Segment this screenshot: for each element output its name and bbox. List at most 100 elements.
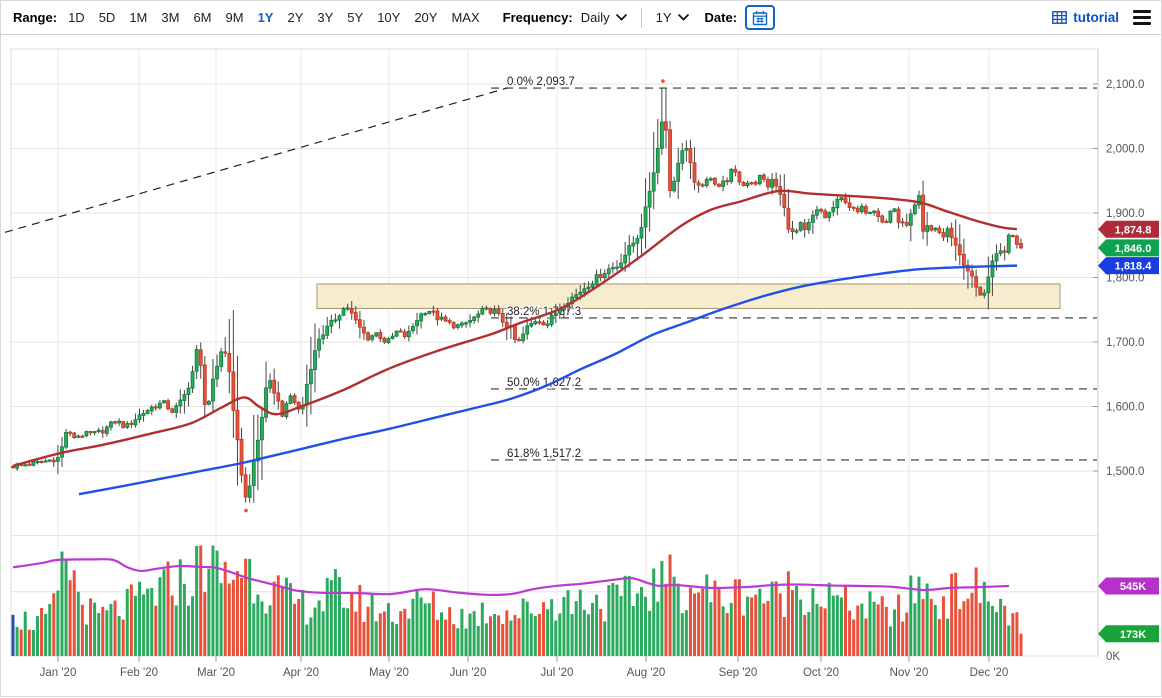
range-button-9m[interactable]: 9M <box>225 10 244 25</box>
volume-bar <box>11 614 15 656</box>
candle-body <box>545 323 550 326</box>
date-picker-button[interactable] <box>745 5 776 30</box>
candle-body <box>929 225 934 231</box>
range-button-3y[interactable]: 3Y <box>317 10 334 25</box>
highlight-zone-rectangle[interactable] <box>316 283 1061 309</box>
volume-bar <box>709 602 713 656</box>
volume-bar <box>23 611 27 656</box>
menu-icon[interactable] <box>1133 10 1151 25</box>
volume-bar <box>946 618 950 656</box>
candle-body <box>970 270 974 277</box>
tutorial-link[interactable]: tutorial <box>1052 10 1119 25</box>
period-dropdown[interactable]: 1Y <box>656 10 689 25</box>
candle-body <box>855 207 860 213</box>
range-button-1d[interactable]: 1D <box>68 10 85 25</box>
volume-bar <box>982 581 986 656</box>
range-label: Range: <box>13 10 58 25</box>
candle-body <box>198 349 203 366</box>
volume-bar <box>280 587 284 656</box>
chevron-down-icon <box>615 14 627 21</box>
volume-bar <box>811 588 815 656</box>
candle-body <box>651 172 656 192</box>
volume-bar <box>333 569 337 656</box>
volume-bar <box>366 606 370 656</box>
range-button-1y[interactable]: 1Y <box>257 10 274 25</box>
candle-body <box>884 221 889 224</box>
candle-body <box>998 250 1003 254</box>
range-button-3m[interactable]: 3M <box>161 10 180 25</box>
volume-tag[interactable]: 173K <box>1098 625 1159 643</box>
volume-bar <box>27 629 31 656</box>
volume-bar <box>754 594 758 656</box>
volume-bar <box>615 584 619 656</box>
volume-bar <box>901 621 905 656</box>
volume-ma-tag[interactable]: 545K <box>1098 577 1159 595</box>
volume-bar <box>501 623 505 656</box>
volume-ma-line[interactable] <box>12 558 1010 597</box>
candle-body <box>423 313 428 316</box>
range-button-2y[interactable]: 2Y <box>287 10 304 25</box>
volume-bar <box>737 579 741 656</box>
range-button-6m[interactable]: 6M <box>193 10 212 25</box>
price-tag-2[interactable]: 1,818.4 <box>1098 257 1159 275</box>
volume-bar <box>566 590 570 656</box>
candle-body <box>672 180 677 192</box>
volume-bar <box>440 612 444 656</box>
volume-bar <box>774 581 778 656</box>
candle-body <box>500 312 505 323</box>
candle-body <box>978 286 983 296</box>
candle-body <box>933 227 938 231</box>
candle-body <box>239 438 244 476</box>
range-button-1m[interactable]: 1M <box>129 10 148 25</box>
price-tag-1[interactable]: 1,846.0 <box>1098 239 1159 257</box>
volume-bar <box>342 607 346 656</box>
moving-average-red[interactable] <box>12 189 1018 467</box>
candle-body <box>945 228 950 237</box>
candle-body <box>847 202 852 208</box>
candle-body <box>794 230 799 233</box>
price-tag-0[interactable]: 1,874.8 <box>1098 220 1159 238</box>
range-button-10y[interactable]: 10Y <box>377 10 401 25</box>
frequency-value: Daily <box>580 10 610 25</box>
volume-bar <box>370 594 374 656</box>
candle-body <box>700 184 705 187</box>
range-button-20y[interactable]: 20Y <box>414 10 438 25</box>
volume-bar <box>170 595 174 656</box>
volume-bar <box>950 573 954 656</box>
candle-body <box>211 378 215 402</box>
volume-bar <box>884 606 888 656</box>
range-button-max[interactable]: MAX <box>451 10 480 25</box>
frequency-dropdown[interactable]: Daily <box>581 10 627 25</box>
volume-bar <box>648 610 652 656</box>
candle-body <box>631 242 636 247</box>
volume-bar <box>448 607 452 656</box>
candle-body <box>255 439 260 462</box>
low-marker <box>244 508 248 513</box>
price-chart[interactable]: 0.0% 2,093.738.2% 1,737.350.0% 1,627.261… <box>1 35 1162 698</box>
range-selector: 1D 5D 1M 3M 6M 9M 1Y 2Y 3Y 5Y 10Y 20Y MAX <box>61 10 487 25</box>
moving-average-blue[interactable] <box>78 264 1018 496</box>
volume-bar <box>627 576 631 656</box>
volume-bar <box>15 626 19 656</box>
candle-body <box>366 332 370 341</box>
volume-bar <box>741 615 745 656</box>
trendline[interactable] <box>4 87 508 233</box>
volume-bar <box>803 614 807 656</box>
y-axis-label: 2,100.0 <box>1106 79 1144 91</box>
range-button-5d[interactable]: 5D <box>98 10 116 25</box>
high-marker <box>661 79 665 83</box>
candle-body <box>415 319 419 327</box>
range-button-5y[interactable]: 5Y <box>347 10 364 25</box>
volume-bar <box>325 577 329 656</box>
volume-bar <box>795 585 799 656</box>
tutorial-label: tutorial <box>1073 10 1119 25</box>
candle-body <box>745 182 750 187</box>
volume-bar <box>933 604 937 656</box>
volume-bar <box>656 601 660 656</box>
candle-body <box>692 162 697 183</box>
volume-bar <box>782 617 786 656</box>
candle-body <box>55 457 60 462</box>
candle-body <box>961 253 966 266</box>
volume-bar <box>864 618 868 656</box>
volume-bar <box>909 575 913 656</box>
